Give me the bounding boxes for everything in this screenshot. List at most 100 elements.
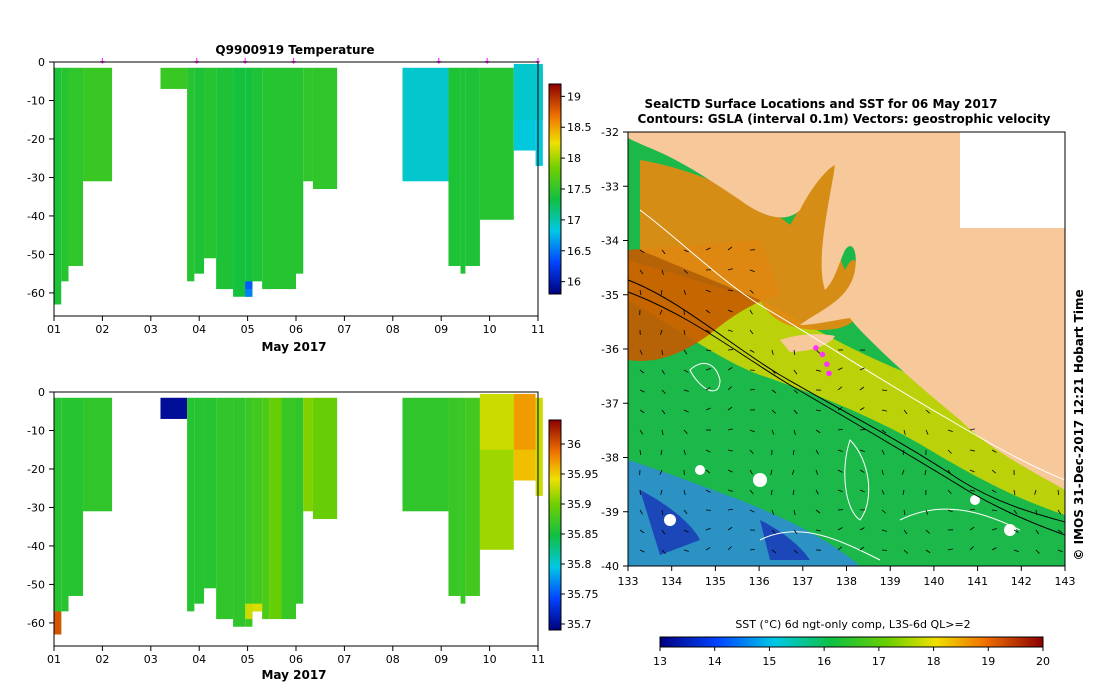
velocity-vector bbox=[639, 269, 644, 275]
profile-cell bbox=[303, 397, 313, 512]
y-tick-label: -40 bbox=[27, 210, 45, 223]
velocity-vector bbox=[771, 389, 777, 394]
velocity-vector bbox=[749, 269, 755, 272]
kangaroo-island bbox=[780, 334, 835, 352]
velocity-vector bbox=[683, 529, 689, 533]
map-y-tick-label: -32 bbox=[601, 126, 619, 139]
land-mass bbox=[628, 132, 1065, 490]
profile-anomaly-cell bbox=[479, 393, 514, 450]
profile-cell bbox=[233, 397, 246, 627]
map-x-tick-label: 137 bbox=[792, 575, 813, 588]
colorbar-tick-label: 36 bbox=[567, 438, 581, 451]
velocity-vector bbox=[1034, 489, 1037, 495]
x-tick-label: 02 bbox=[95, 653, 109, 666]
velocity-vector bbox=[749, 548, 756, 551]
velocity-vector bbox=[659, 469, 663, 475]
profile-cell bbox=[402, 397, 449, 512]
velocity-vector bbox=[683, 249, 689, 253]
salinity-colorbar bbox=[548, 419, 562, 631]
temperature-x-axis: 01 02 03 04 05 06 07 08 09 10 11 bbox=[47, 316, 545, 336]
cloud-gap bbox=[695, 465, 705, 475]
map-x-tick-label: 138 bbox=[836, 575, 857, 588]
profile-anomaly-cell bbox=[252, 603, 263, 612]
velocity-vector bbox=[683, 509, 688, 515]
velocity-vector bbox=[1057, 489, 1060, 496]
profile-cell bbox=[54, 397, 62, 635]
x-tick-label: 05 bbox=[241, 323, 255, 336]
velocity-vector bbox=[815, 449, 819, 455]
colorbar-tick-label: 35.9 bbox=[567, 498, 592, 511]
geostrophic-vectors bbox=[639, 246, 1063, 554]
sst-colorbar-tick-label: 16 bbox=[817, 655, 831, 668]
x-tick-label: 03 bbox=[144, 323, 158, 336]
x-tick-label: 01 bbox=[47, 653, 61, 666]
y-tick-label: 0 bbox=[38, 386, 45, 399]
velocity-vector bbox=[770, 469, 773, 475]
gsla-contour bbox=[899, 508, 1021, 531]
velocity-vector bbox=[661, 389, 666, 394]
velocity-vector bbox=[793, 389, 798, 394]
velocity-vector bbox=[969, 489, 975, 492]
velocity-vector bbox=[727, 508, 734, 511]
velocity-vector bbox=[683, 289, 687, 295]
profile-cell bbox=[204, 67, 217, 259]
map-title: SealCTD Surface Locations and SST for 06… bbox=[644, 97, 997, 111]
velocity-vector bbox=[727, 246, 733, 251]
map-y-tick-label: -33 bbox=[601, 180, 619, 193]
velocity-vector bbox=[815, 369, 821, 372]
profile-cell bbox=[61, 67, 69, 282]
velocity-vector bbox=[859, 489, 865, 493]
map-x-tick-label: 136 bbox=[749, 575, 770, 588]
profile-cell bbox=[245, 397, 253, 627]
velocity-vector bbox=[902, 489, 905, 495]
temperature-xlabel: May 2017 bbox=[261, 340, 326, 354]
profile-cell bbox=[303, 67, 313, 182]
velocity-vector bbox=[727, 469, 733, 473]
velocity-vector bbox=[749, 329, 754, 335]
profile-cell bbox=[460, 397, 466, 604]
y-tick-label: -20 bbox=[27, 463, 45, 476]
map-x-tick-label: 142 bbox=[1011, 575, 1032, 588]
sst-colorbar-tick-label: 18 bbox=[927, 655, 941, 668]
map-y-tick-label: -38 bbox=[601, 452, 619, 465]
seal-track bbox=[813, 345, 832, 377]
velocity-vector bbox=[705, 349, 712, 352]
y-tick-label: 0 bbox=[38, 56, 45, 69]
y-tick-label: -60 bbox=[27, 287, 45, 300]
y-tick-label: -10 bbox=[27, 424, 45, 437]
velocity-vector bbox=[705, 489, 711, 493]
gsla-contour bbox=[844, 439, 870, 521]
profile-cell bbox=[535, 397, 543, 496]
velocity-vector bbox=[771, 369, 776, 375]
velocity-vector bbox=[859, 469, 865, 473]
map-x-tick-label: 134 bbox=[661, 575, 682, 588]
velocity-vector bbox=[902, 449, 905, 455]
velocity-vector bbox=[705, 309, 711, 314]
velocity-vector bbox=[969, 469, 975, 473]
map-y-tick-label: -35 bbox=[601, 289, 619, 302]
velocity-vector bbox=[749, 469, 753, 475]
profile-cell bbox=[296, 397, 304, 604]
x-tick-label: 03 bbox=[144, 653, 158, 666]
profile-anomaly-cell bbox=[513, 63, 536, 120]
y-tick-label: -60 bbox=[27, 617, 45, 630]
gulf-waters bbox=[640, 160, 862, 330]
x-tick-label: 04 bbox=[192, 323, 206, 336]
velocity-vector bbox=[771, 349, 774, 355]
velocity-vector bbox=[705, 289, 711, 293]
profile-cell bbox=[68, 67, 84, 266]
profile-cell bbox=[465, 397, 480, 596]
profile-cell bbox=[216, 397, 234, 620]
velocity-vector bbox=[837, 489, 843, 493]
y-tick-label: -10 bbox=[27, 94, 45, 107]
velocity-vector bbox=[881, 409, 887, 412]
x-tick-label: 02 bbox=[95, 323, 109, 336]
velocity-vector bbox=[793, 349, 796, 355]
velocity-vector bbox=[991, 449, 997, 453]
colorbar-tick-label: 17 bbox=[567, 214, 581, 227]
colorbar-tick-label: 16 bbox=[567, 276, 581, 289]
velocity-vector bbox=[639, 409, 645, 414]
velocity-vector bbox=[639, 249, 645, 253]
velocity-vector bbox=[881, 509, 887, 514]
